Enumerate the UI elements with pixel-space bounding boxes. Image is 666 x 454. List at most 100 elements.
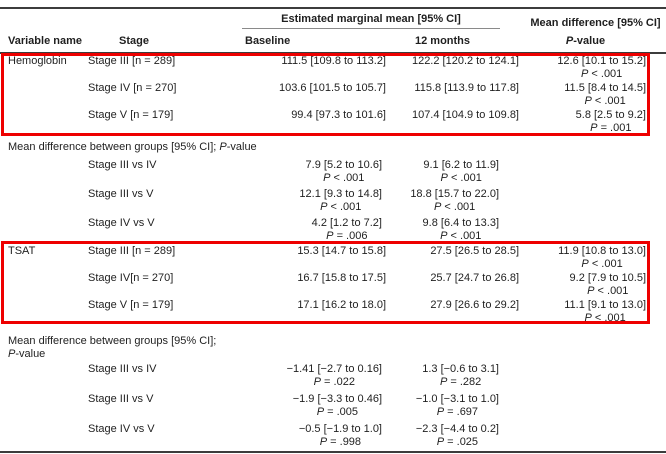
stage-cell: Stage IV vs V — [85, 215, 240, 244]
p-symbol: P — [590, 121, 598, 134]
mean-diff-cell — [525, 421, 666, 451]
baseline-value: 7.9 [5.2 to 10.6] — [305, 159, 382, 171]
value-with-p: 12.6 [10.1 to 15.2] P < .001 — [557, 55, 646, 80]
comparison-label: Stage III vs IV — [88, 363, 157, 375]
twelve-months-value: 27.9 [26.6 to 29.2] — [430, 299, 519, 311]
twelve-months-value: −2.3 [−4.4 to 0.2] — [415, 423, 499, 435]
stage-label: Stage — [119, 34, 149, 47]
twelve-months-value: 107.4 [104.9 to 109.8] — [411, 109, 519, 121]
p-value: P = .006 — [312, 230, 382, 243]
mean-diff-cell — [525, 157, 666, 186]
variable-label: TSAT — [8, 245, 36, 257]
twelve-months-cell: 107.4 [104.9 to 109.8] — [390, 108, 525, 135]
p-value-text: = .005 — [327, 405, 358, 418]
twelve-months-value: 25.7 [24.7 to 26.8] — [430, 272, 519, 284]
p-value-text: = .001 — [600, 121, 632, 134]
p-symbol: P — [581, 257, 589, 270]
value-with-p: −1.41 [−2.7 to 0.16] P = .022 — [287, 363, 382, 388]
value-with-p: 9.1 [6.2 to 11.9] P < .001 — [423, 159, 499, 184]
variable-cell: TSAT — [0, 244, 85, 271]
p-symbol: P — [313, 375, 321, 388]
mean-diff-cell — [525, 215, 666, 244]
p-value: P < .001 — [306, 172, 382, 185]
variable-label: Hemoglobin — [8, 55, 67, 67]
mean-diff-cell — [525, 391, 666, 421]
stage-label: Stage V [n = 179] — [88, 109, 174, 121]
estimated-span-header: Estimated marginal mean [95% CI] — [242, 9, 500, 29]
twelve-months-cell: 9.8 [6.4 to 13.3] P < .001 — [390, 215, 525, 244]
twelve-months-cell: 1.3 [−0.6 to 3.1] P = .282 — [390, 361, 525, 391]
stage-header: Stage — [85, 29, 240, 52]
between-groups-text-line1: Mean difference between groups [95% CI]; — [8, 335, 217, 347]
twelve-months-value: 27.5 [26.5 to 28.5] — [430, 245, 519, 257]
p-value-text: < .001 — [333, 171, 365, 184]
p-value: P = .025 — [416, 436, 499, 449]
baseline-cell: 111.5 [109.8 to 113.2] — [240, 54, 390, 81]
p-value: P = .697 — [416, 406, 499, 419]
value-with-p: 1.3 [−0.6 to 3.1] P = .282 — [422, 363, 499, 388]
mean-diff-cell — [525, 186, 666, 215]
baseline-cell: 17.1 [16.2 to 18.0] — [240, 298, 390, 325]
value-with-p: −2.3 [−4.4 to 0.2] P = .025 — [416, 423, 499, 448]
baseline-cell: −1.9 [−3.3 to 0.46] P = .005 — [240, 391, 390, 421]
p-value: P = .022 — [287, 376, 382, 389]
header-row-spanners: Estimated marginal mean [95% CI] Mean di… — [0, 9, 666, 29]
p-value: P = .998 — [299, 436, 382, 449]
tsat-compare-row-iii-vs-v: Stage III vs V −1.9 [−3.3 to 0.46] P = .0… — [0, 391, 666, 421]
stage-cell: Stage III vs V — [85, 391, 240, 421]
p-value: P < .001 — [557, 68, 646, 81]
variable-cell — [0, 421, 85, 451]
baseline-cell: 103.6 [101.5 to 105.7] — [240, 81, 390, 108]
mean-diff-cell: 11.9 [10.8 to 13.0] P < .001 — [525, 244, 666, 271]
mean-diff-value: 12.6 [10.1 to 15.2] — [557, 55, 646, 67]
p-suffix: -value — [226, 141, 257, 153]
p-symbol: P — [436, 405, 445, 418]
mean-diff-header-line1: Mean difference [95% CI] — [525, 9, 666, 29]
variable-cell: Hemoglobin — [0, 54, 85, 81]
twelve-months-value: 1.3 [−0.6 to 3.1] — [422, 363, 499, 375]
baseline-value: 17.1 [16.2 to 18.0] — [297, 299, 386, 311]
variable-cell — [0, 81, 85, 108]
twelve-months-label: 12 months — [415, 34, 471, 47]
twelve-months-cell: −2.3 [−4.4 to 0.2] P = .025 — [390, 421, 525, 451]
table-top-rule — [0, 7, 666, 9]
p-value-label: P-value — [566, 35, 605, 48]
twelve-months-cell: 122.2 [120.2 to 124.1] — [390, 54, 525, 81]
value-with-p: 18.8 [15.7 to 22.0] P < .001 — [410, 188, 499, 213]
p-suffix: -value — [15, 347, 46, 360]
p-symbol: P — [436, 435, 445, 448]
comparison-label: Stage III vs V — [88, 393, 154, 405]
p-symbol: P — [439, 375, 448, 388]
p-value-text: = .025 — [447, 435, 479, 448]
p-value: P < .001 — [299, 201, 382, 214]
twelve-months-cell: 9.1 [6.2 to 11.9] P < .001 — [390, 157, 525, 186]
stage-cell: Stage V [n = 179] — [85, 298, 240, 325]
mean-diff-cell: 5.8 [2.5 to 9.2] P = .001 — [525, 108, 666, 135]
baseline-value: 103.6 [101.5 to 105.7] — [278, 82, 386, 94]
stage-cell: Stage III [n = 289] — [85, 244, 240, 271]
baseline-value: 111.5 [109.8 to 113.2] — [281, 55, 386, 67]
value-with-p: 11.1 [9.1 to 13.0] P < .001 — [564, 299, 646, 324]
stage-cell: Stage IV[n = 270] — [85, 271, 240, 298]
stage-cell: Stage III [n = 289] — [85, 54, 240, 81]
stage-cell: Stage IV [n = 270] — [85, 81, 240, 108]
stage-cell: Stage III vs IV — [85, 157, 240, 186]
p-value: P = .005 — [293, 406, 382, 419]
baseline-cell: 15.3 [14.7 to 15.8] — [240, 244, 390, 271]
baseline-cell: 7.9 [5.2 to 10.6] P < .001 — [240, 157, 390, 186]
twelve-months-header: 12 months — [390, 29, 525, 52]
mean-diff-cell: 11.5 [8.4 to 14.5] P < .001 — [525, 81, 666, 108]
value-with-p: 11.9 [10.8 to 13.0] P < .001 — [558, 245, 646, 270]
twelve-months-cell: −1.0 [−3.1 to 1.0] P = .697 — [390, 391, 525, 421]
variable-cell — [0, 361, 85, 391]
variable-cell — [0, 157, 85, 186]
p-symbol: P — [584, 94, 592, 107]
tsat-row-stage-v: Stage V [n = 179] 17.1 [16.2 to 18.0] 27… — [0, 298, 666, 325]
stage-label: Stage III [n = 289] — [88, 55, 176, 67]
stage-cell: Stage V [n = 179] — [85, 108, 240, 135]
mean-diff-value: 9.2 [7.9 to 10.5] — [569, 272, 646, 284]
p-value-text: < .001 — [444, 200, 476, 213]
p-value-text: < .001 — [597, 284, 629, 297]
twelve-months-value: −1.0 [−3.1 to 1.0] — [415, 393, 499, 405]
